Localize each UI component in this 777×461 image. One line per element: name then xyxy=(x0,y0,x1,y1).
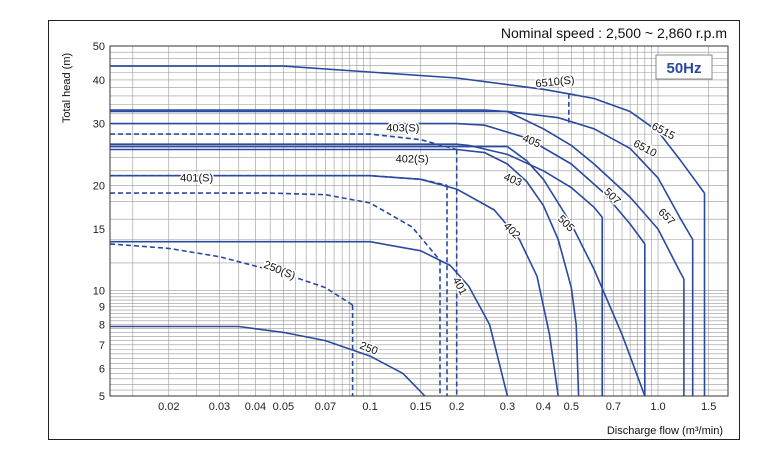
x-tick-label: 0.7 xyxy=(606,401,621,413)
y-tick-label: 9 xyxy=(99,302,105,314)
x-tick-label: 1.5 xyxy=(701,401,716,413)
x-tick-label: 0.5 xyxy=(564,401,579,413)
x-tick-label: 0.1 xyxy=(362,401,377,413)
grid xyxy=(110,46,728,396)
x-tick-label: 0.15 xyxy=(410,401,431,413)
y-tick-label: 10 xyxy=(93,286,105,298)
y-tick-label: 40 xyxy=(93,75,105,87)
y-tick-label: 6 xyxy=(99,363,105,375)
curve-label: 405 xyxy=(521,132,543,150)
curve-402s xyxy=(110,174,448,187)
x-tick-label: 0.05 xyxy=(273,401,294,413)
x-tick-label: 1.0 xyxy=(650,401,665,413)
curve-label: 250 xyxy=(358,340,380,358)
y-tick-label: 20 xyxy=(93,180,105,192)
y-tick-label: 5 xyxy=(99,391,105,403)
x-tick-label: 0.4 xyxy=(536,401,551,413)
curve-250s xyxy=(109,243,354,306)
curve-405 xyxy=(110,143,603,218)
curve-505 xyxy=(110,145,646,397)
x-tick-label: 0.2 xyxy=(449,401,464,413)
curve-403s xyxy=(110,133,457,151)
frequency-badge-box xyxy=(655,54,713,80)
x-tick-label: 0.3 xyxy=(500,401,515,413)
y-tick-label: 30 xyxy=(93,119,105,131)
curve-label: 250(S) xyxy=(262,259,297,282)
curve-label: 403 xyxy=(502,171,524,189)
nominal-speed-note: Nominal speed : 2,500 ~ 2,860 r.p.m xyxy=(501,25,727,41)
curve-402 xyxy=(110,174,559,397)
frequency-badge: 50Hz xyxy=(666,60,701,77)
x-tick-label: 0.07 xyxy=(315,401,336,413)
curve-657 xyxy=(110,109,685,280)
y-tick-label: 15 xyxy=(93,224,105,236)
curve-6510s xyxy=(110,65,569,95)
y-tick-label: 8 xyxy=(99,320,105,332)
curve-401s xyxy=(110,192,441,261)
x-tick-label: 0.02 xyxy=(158,401,179,413)
plot-border xyxy=(109,45,729,397)
curve-label: 6510(S) xyxy=(535,74,575,90)
curve-401 xyxy=(110,240,509,397)
x-tick-label: 0.03 xyxy=(209,401,230,413)
curve-label: 403(S) xyxy=(386,122,419,134)
curve-label: 401(S) xyxy=(180,173,213,185)
chart-frame xyxy=(48,20,740,440)
curves xyxy=(109,65,706,397)
y-tick-label: 50 xyxy=(93,41,105,53)
curve-6510 xyxy=(110,110,694,240)
tick-labels: 0.02 0.03 0.04 0.05 0.07 0.1 0.15 0.2 0.3 0.4 0.5 0… xyxy=(93,41,717,413)
curve-507 xyxy=(110,122,646,245)
curve-6515 xyxy=(568,93,706,194)
x-tick-label: 0.04 xyxy=(245,401,266,413)
curve-label: 657 xyxy=(656,206,677,227)
curve-403 xyxy=(110,148,580,397)
y-tick-label: 7 xyxy=(99,340,105,352)
curve-label: 402(S) xyxy=(396,154,429,166)
x-axis-title: Discharge flow (m³/min) xyxy=(607,425,723,437)
y-axis-title: Total head (m) xyxy=(61,53,73,123)
curve-250 xyxy=(110,325,426,397)
